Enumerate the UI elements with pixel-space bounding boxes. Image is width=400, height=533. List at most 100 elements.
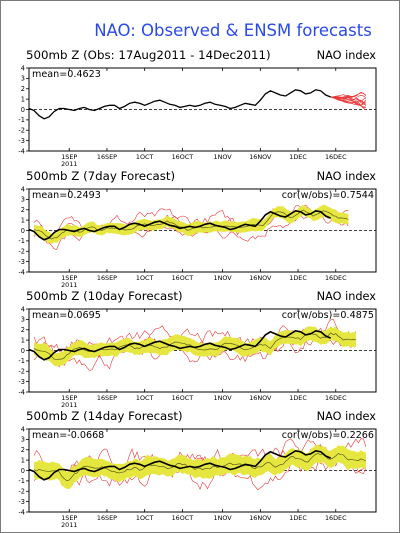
- x-tick-label: 16OCT: [172, 274, 194, 282]
- ensemble-spread-band: [34, 326, 356, 367]
- x-tick-label: 1NOV: [214, 394, 233, 402]
- correlation-label: cor(w/obs)=0.2266: [282, 430, 374, 441]
- x-tick-label: 16DEC: [325, 153, 347, 161]
- x-tick-label: 16SEP: [97, 274, 117, 282]
- ensemble-member-line: [33, 334, 356, 371]
- x-tick-label: 16SEP: [97, 153, 117, 161]
- x-tick-label: 1SEP: [61, 394, 77, 402]
- y-tick-label: -1: [18, 477, 25, 485]
- x-tick-label: 16DEC: [325, 274, 347, 282]
- panel-title: 500mb Z (7day Forecast): [26, 169, 175, 183]
- y-tick-label: -4: [18, 388, 25, 396]
- y-tick-label: 1: [21, 456, 25, 464]
- panels: 500mb Z (Obs: 17Aug2011 - 14Dec2011) NAO …: [18, 48, 377, 529]
- x-tick-label: 16NOV: [249, 153, 272, 161]
- y-tick-label: 3: [21, 316, 25, 324]
- observed-nao-line: [28, 209, 332, 241]
- panel-title: 500mb Z (14day Forecast): [26, 409, 183, 423]
- panel-2: 500mb Z (7day Forecast) NAO index 4 3 2 1 0 -1 -…: [18, 169, 377, 289]
- y-tick-label: 4: [21, 64, 25, 72]
- x-tick-label: 16OCT: [172, 153, 194, 161]
- y-tick-label: 0: [21, 227, 25, 235]
- x-tick-label: 1OCT: [136, 153, 154, 161]
- x-tick-label: 16SEP: [97, 394, 117, 402]
- y-tick-label: 4: [21, 185, 25, 193]
- x-tick-label: 1DEC: [289, 394, 307, 402]
- forecast-member-line: [330, 91, 367, 98]
- x-tick-label: 16OCT: [172, 394, 194, 402]
- y-tick-label: 1: [21, 336, 25, 344]
- x-tick-label: 1OCT: [136, 394, 154, 402]
- y-tick-label: 0: [21, 467, 25, 475]
- x-tick-label: 1SEP: [61, 274, 77, 282]
- y-tick-label: 4: [21, 305, 25, 313]
- x-tick-label: 16NOV: [249, 274, 272, 282]
- x-tick-label: 1OCT: [136, 514, 154, 522]
- panel-title: 500mb Z (10day Forecast): [26, 289, 183, 303]
- y-tick-label: -4: [18, 147, 25, 155]
- y-tick-label: -2: [18, 127, 25, 135]
- panel-index-label: NAO index: [317, 410, 377, 423]
- y-tick-label: -1: [18, 116, 25, 124]
- x-tick-label: 1DEC: [289, 153, 307, 161]
- y-tick-label: 3: [21, 196, 25, 204]
- y-tick-label: -3: [18, 137, 25, 145]
- panel-index-label: NAO index: [317, 290, 377, 303]
- y-tick-label: 2: [21, 326, 25, 334]
- x-tick-year: 2011: [61, 281, 77, 289]
- panel-title: 500mb Z (Obs: 17Aug2011 - 14Dec2011): [26, 48, 271, 62]
- panel-3: 500mb Z (10day Forecast) NAO index 4 3 2 1 0 -1…: [18, 289, 377, 409]
- mean-label: mean=0.0695: [32, 310, 101, 321]
- panel-1: 500mb Z (Obs: 17Aug2011 - 14Dec2011) NAO …: [18, 48, 377, 168]
- x-tick-label: 1SEP: [61, 514, 77, 522]
- panel-index-label: NAO index: [317, 170, 377, 183]
- y-tick-label: 2: [21, 206, 25, 214]
- y-tick-label: -1: [18, 237, 25, 245]
- y-tick-label: 0: [21, 106, 25, 114]
- panel-4: 500mb Z (14day Forecast) NAO index 4 3 2 1 0 -1…: [18, 409, 377, 529]
- ensemble-spread-band: [34, 204, 349, 244]
- x-tick-label: 1SEP: [61, 153, 77, 161]
- mean-label: mean=-0.0668: [32, 430, 104, 441]
- y-tick-label: -3: [18, 498, 25, 506]
- x-tick-label: 16NOV: [249, 514, 272, 522]
- y-tick-label: 4: [21, 425, 25, 433]
- x-tick-label: 16DEC: [325, 514, 347, 522]
- y-tick-label: -2: [18, 488, 25, 496]
- x-tick-label: 16OCT: [172, 514, 194, 522]
- ensemble-member-line: [33, 438, 367, 477]
- y-tick-label: 3: [21, 75, 25, 83]
- observed-nao-line: [28, 449, 332, 481]
- y-tick-label: 2: [21, 446, 25, 454]
- correlation-label: cor(w/obs)=0.4875: [282, 310, 374, 321]
- correlation-label: cor(w/obs)=0.7544: [282, 190, 374, 201]
- x-tick-label: 1NOV: [214, 274, 233, 282]
- x-tick-year: 2011: [61, 401, 77, 409]
- y-tick-label: 1: [21, 216, 25, 224]
- y-tick-label: 3: [21, 436, 25, 444]
- x-tick-label: 16SEP: [97, 514, 117, 522]
- x-tick-label: 1DEC: [289, 514, 307, 522]
- y-tick-label: -4: [18, 268, 25, 276]
- y-tick-label: -2: [18, 368, 25, 376]
- y-tick-label: -1: [18, 357, 25, 365]
- ensemble-mean-line: [33, 453, 367, 481]
- y-tick-label: 2: [21, 85, 25, 93]
- y-tick-label: 0: [21, 347, 25, 355]
- observed-nao-line: [28, 329, 332, 361]
- figure-title: NAO: Observed & ENSM forecasts: [94, 21, 372, 40]
- panel-index-label: NAO index: [317, 49, 377, 62]
- x-tick-label: 1DEC: [289, 274, 307, 282]
- x-tick-label: 16NOV: [249, 394, 272, 402]
- observed-nao-line: [28, 89, 331, 120]
- y-tick-label: -2: [18, 248, 25, 256]
- mean-label: mean=0.4623: [32, 69, 101, 80]
- y-tick-label: 1: [21, 95, 25, 103]
- x-tick-label: 1NOV: [214, 514, 233, 522]
- x-tick-year: 2011: [61, 521, 77, 529]
- x-tick-label: 1OCT: [136, 274, 154, 282]
- forecast-member-line: [330, 94, 367, 99]
- mean-label: mean=0.2493: [32, 190, 101, 201]
- y-tick-label: -4: [18, 508, 25, 516]
